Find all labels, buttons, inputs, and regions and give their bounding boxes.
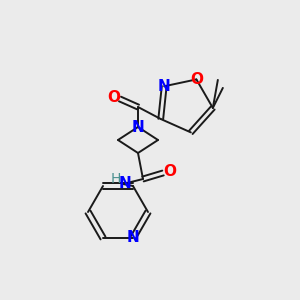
Text: N: N xyxy=(118,176,131,191)
Text: N: N xyxy=(158,79,171,94)
Text: O: O xyxy=(164,164,176,179)
Text: O: O xyxy=(190,72,203,87)
Text: N: N xyxy=(127,230,140,245)
Text: O: O xyxy=(107,91,121,106)
Text: N: N xyxy=(132,119,144,134)
Text: H: H xyxy=(111,172,121,186)
